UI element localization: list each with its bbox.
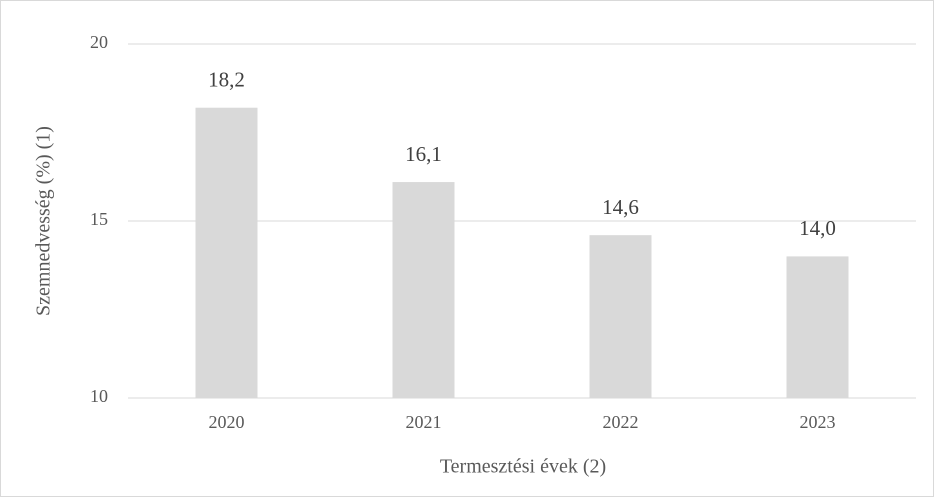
y-tick-label: 15 (90, 209, 108, 229)
data-label: 16,1 (405, 142, 442, 166)
bar (392, 182, 455, 398)
y-tick-label: 20 (90, 32, 108, 52)
bar (589, 235, 652, 398)
data-label: 14,0 (799, 216, 836, 240)
data-label: 14,6 (602, 195, 639, 219)
x-axis-title: Termesztési évek (2) (440, 456, 606, 478)
bar (786, 256, 849, 398)
x-tick-label: 2023 (800, 412, 836, 432)
bar (195, 107, 258, 398)
x-tick-label: 2022 (603, 412, 639, 432)
y-tick-label: 10 (90, 386, 108, 406)
x-tick-label: 2020 (209, 412, 245, 432)
y-axis-title: Szemnedvesség (%) (1) (33, 126, 55, 316)
data-label: 18,2 (208, 68, 245, 92)
x-tick-label: 2021 (406, 412, 442, 432)
